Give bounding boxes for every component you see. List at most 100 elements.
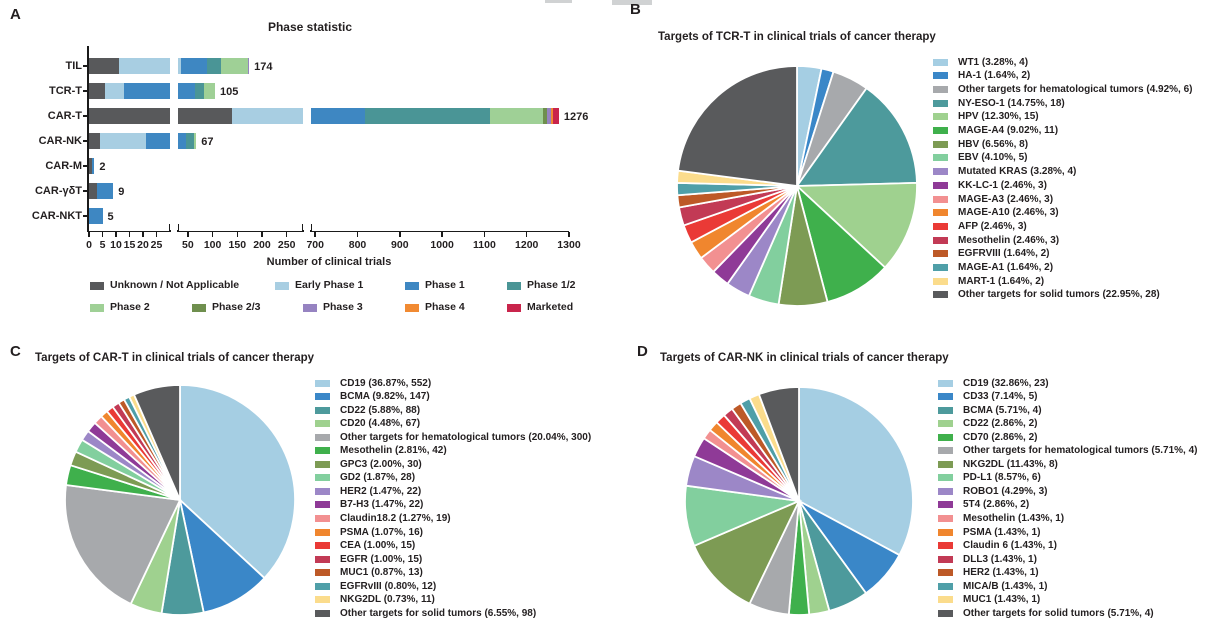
pie-legend-swatch-C-GPC3 <box>315 460 330 468</box>
x-axis-break-cap <box>177 224 179 232</box>
pie-legend-swatch-D-Claudin 6 <box>938 542 953 550</box>
x-tick-label-1200: 1200 <box>515 238 539 251</box>
pie-legend-swatch-B-EBV <box>933 154 948 162</box>
pie-legend-label-D-DLL3: DLL3 (1.43%, 1) <box>963 553 1037 565</box>
pie-legend-label-B-Other targets for hematological tumors: Other targets for hematological tumors (… <box>958 83 1193 95</box>
bar-segment-CAR-γδT-Phase 1 <box>97 183 114 199</box>
bar-category-label: TIL <box>65 60 83 72</box>
y-axis-line <box>87 46 90 233</box>
x-tick-label-700: 700 <box>306 238 324 251</box>
pie-legend-swatch-C-Other targets for hematological tumors <box>315 433 330 441</box>
pie-legend-label-D-CD70: CD70 (2.86%, 2) <box>963 431 1038 443</box>
x-tick-1100 <box>483 231 486 237</box>
bar-category-label: CAR-NKT <box>31 210 82 222</box>
x-tick-label-15: 15 <box>123 238 136 251</box>
pie-svg-B <box>676 65 918 307</box>
panelA-xaxis-title: Number of clinical trials <box>266 256 392 268</box>
pie-legend-swatch-B-MART-1 <box>933 277 948 285</box>
pie-legend-label-C-Claudin18.2: Claudin18.2 (1.27%, 19) <box>340 513 451 524</box>
bar-segment-CAR-M-Unknown / Not Applicable <box>89 158 92 174</box>
pie-legend-swatch-D-PSMA <box>938 528 953 536</box>
pie-legend-swatch-C-Claudin18.2 <box>315 515 330 522</box>
bar-segment-TIL-Phase 2 <box>220 58 249 74</box>
pie-slice-B-Other targets for solid tumors <box>676 65 798 188</box>
x-tick-10 <box>115 231 117 237</box>
pie-legend-label-D-HER2: HER2 (1.43%, 1) <box>963 567 1039 579</box>
pie-legend-label-C-CEA: CEA (1.00%, 15) <box>340 540 416 552</box>
legend-swatch-Marketed <box>507 303 521 312</box>
pie-slice-C-CD19 <box>179 384 296 580</box>
pie-legend-swatch-B-EGFRVIII <box>933 250 948 258</box>
pie-legend-swatch-D-Other targets for solid tumors <box>938 609 953 617</box>
panelA-bar-chart: 0 5 10 15 20 25 50 100 150 200 250 700 800 900 1000 110… <box>0 0 620 345</box>
bar-value-label: 2 <box>99 160 106 173</box>
x-tick-200 <box>261 231 263 237</box>
pie-legend-swatch-C-PSMA <box>315 528 330 536</box>
x-axis-piece-1 <box>178 230 303 233</box>
bar-segment-TCR-T-Phase 2 <box>204 83 216 99</box>
pie-legend-label-C-CD22: CD22 (5.88%, 88) <box>340 404 421 416</box>
x-axis-piece-2 <box>311 230 569 233</box>
bar-category-label: CAR-NK <box>38 135 82 147</box>
x-tick-label-150: 150 <box>228 238 247 251</box>
pie-legend-swatch-C-HER2 <box>315 487 330 495</box>
pie-legend-label-D-NKG2DL: NKG2DL (11.43%, 8) <box>963 458 1058 470</box>
x-tick-label-1100: 1100 <box>473 238 496 251</box>
pie-legend-label-B-EBV: EBV (4.10%, 5) <box>958 152 1028 164</box>
pie-legend-swatch-C-MUC1 <box>315 569 330 577</box>
pie-legend-label-B-MART-1: MART-1 (1.64%, 2) <box>958 275 1045 287</box>
bar-segment-TIL-Early Phase 1 <box>118 58 181 74</box>
legend-label-Phase 4: Phase 4 <box>425 301 465 313</box>
legend-label-Phase 1/2: Phase 1/2 <box>527 279 576 291</box>
x-tick-15 <box>128 231 131 237</box>
pie-slice-B-HPV <box>794 181 918 269</box>
top-artifact-right <box>612 0 652 5</box>
panel-label-c: C <box>10 343 21 360</box>
legend-label-Phase 1: Phase 1 <box>425 279 465 291</box>
pie-legend-swatch-B-AFP <box>933 222 948 230</box>
x-tick-5 <box>101 231 104 237</box>
bar-segment-CAR-T-Phase 2 <box>490 108 544 124</box>
pie-legend-swatch-D-Other targets for hematological tumors <box>938 447 953 455</box>
pie-legend-label-B-MAGE-A10: MAGE-A10 (2.46%, 3) <box>958 207 1059 219</box>
panel-label-a: A <box>10 6 21 23</box>
pie-legend-label-C-CD20: CD20 (4.48%, 67) <box>340 418 421 430</box>
panelA-title: Phase statistic <box>267 20 353 34</box>
legend-label-Marketed: Marketed <box>527 301 574 313</box>
x-tick-label-1000: 1000 <box>430 238 454 251</box>
pie-slice-D-CD19 <box>798 386 914 557</box>
bar-segment-CAR-T-Unknown / Not Applicable <box>89 108 233 124</box>
x-tick-label-10: 10 <box>110 238 122 251</box>
bar-segment-TCR-T-Phase 1/2 <box>194 83 205 99</box>
x-tick-label-25: 25 <box>150 238 163 251</box>
pie-legend-swatch-B-MAGE-A3 <box>933 195 948 203</box>
legend-swatch-Phase 1 <box>405 281 419 290</box>
panel-label-b: B <box>630 1 641 18</box>
pie-legend-swatch-D-CD33 <box>938 393 953 401</box>
x-tick-700 <box>314 231 316 237</box>
panel-label-d: D <box>637 343 648 360</box>
pie-legend-swatch-B-WT1 <box>933 58 948 66</box>
bar-segment-TCR-T-Unknown / Not Applicable <box>89 83 106 99</box>
pie-legend-label-C-NKG2DL: NKG2DL (0.73%, 11) <box>340 594 435 606</box>
pie-legend-label-D-ROBO1: ROBO1 (4.29%, 3) <box>963 485 1048 497</box>
legend-label-Unknown / Not Applicable: Unknown / Not Applicable <box>110 279 240 291</box>
pie-legend-swatch-B-Other targets for hematological tumors <box>933 85 948 93</box>
pie-legend-swatch-D-ROBO1 <box>938 487 953 495</box>
bar-segment-CAR-T-Marketed <box>552 108 559 124</box>
pie-legend-label-B-NY-ESO-1: NY-ESO-1 (14.75%, 18) <box>958 97 1065 109</box>
pie-legend-label-B-MAGE-A4: MAGE-A4 (9.02%, 11) <box>958 125 1059 136</box>
pie-legend-swatch-B-MAGE-A10 <box>933 209 948 217</box>
x-tick-label-0: 0 <box>86 238 92 251</box>
x-tick-20 <box>142 231 144 237</box>
bar-value-label: 174 <box>254 60 273 73</box>
pie-legend-swatch-D-CD70 <box>938 433 953 441</box>
pie-legend-label-C-Mesothelin: Mesothelin (2.81%, 42) <box>340 445 447 457</box>
bar-value-label: 5 <box>107 210 114 223</box>
pie-legend-swatch-D-MICA/B <box>938 582 953 590</box>
pie-legend-label-B-Mutated KRAS: Mutated KRAS (3.28%, 4) <box>958 166 1077 178</box>
pie-legend-swatch-B-HBV <box>933 140 948 148</box>
pie-legend-swatch-D-Mesothelin <box>938 515 953 522</box>
bar-category-tick <box>83 140 89 142</box>
pie-legend-label-B-WT1: WT1 (3.28%, 4) <box>958 56 1029 68</box>
